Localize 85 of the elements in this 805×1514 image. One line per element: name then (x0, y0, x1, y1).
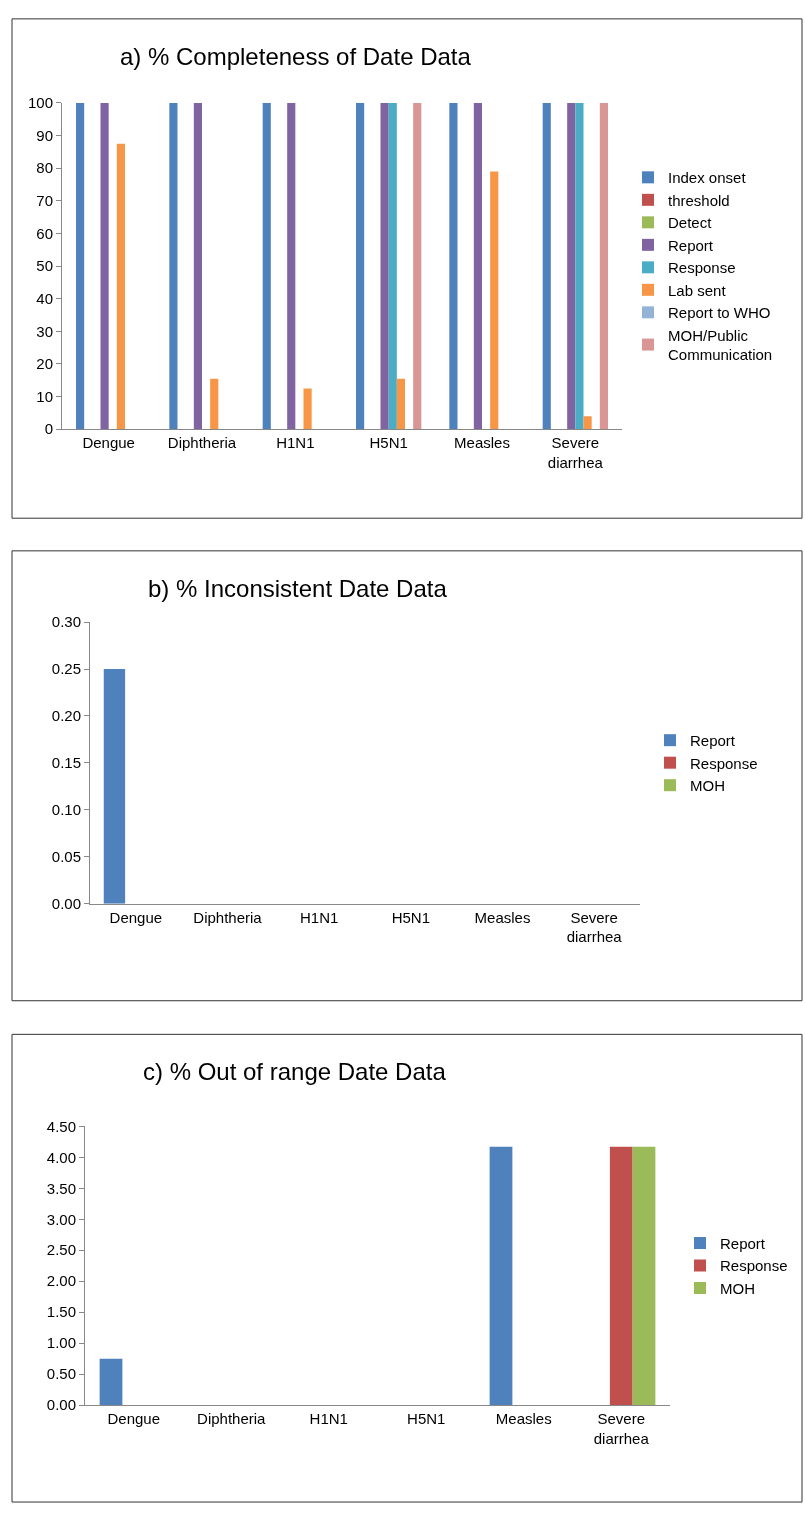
y-tick-label: 90 (36, 126, 53, 144)
y-tick-label: 80 (36, 159, 53, 177)
legend-label: MOH/Public Communication (668, 326, 773, 364)
y-tick-label: 0 (44, 420, 53, 438)
bar (169, 102, 178, 430)
x-tick-label: Dengue (82, 434, 135, 452)
bar (287, 102, 296, 430)
bar (413, 102, 422, 430)
y-tick-label: 40 (36, 289, 53, 307)
y-tick-label: 4.50 (46, 1117, 76, 1135)
bar (388, 102, 397, 430)
x-tick-label: H5N1 (369, 434, 408, 452)
x-tick-label: Diphtheria (197, 1410, 267, 1428)
bar (210, 378, 219, 430)
y-tick-label: 20 (36, 355, 53, 373)
legend-label: Report (720, 1234, 766, 1252)
y-tick-label: 50 (36, 257, 53, 275)
chart-title: a) % Completeness of Date Data (120, 43, 472, 70)
y-tick-label: 0.25 (51, 660, 81, 678)
legend-label: Report (668, 236, 714, 254)
y-tick-label: 0.10 (51, 801, 81, 819)
bar (567, 102, 576, 430)
bar (193, 102, 202, 430)
bar (262, 102, 271, 430)
bar (76, 102, 85, 430)
x-tick-label: Dengue (109, 908, 163, 926)
bar (575, 102, 584, 430)
y-tick-label: 0.00 (46, 1396, 76, 1414)
legend-label: Response (668, 259, 736, 277)
x-tick-label: Severe diarrhea (566, 908, 623, 946)
x-tick-label: Severe diarrhea (593, 1410, 650, 1447)
y-tick-label: 0.50 (46, 1365, 76, 1383)
x-tick-label: Measles (474, 908, 531, 926)
legend-label: threshold (668, 191, 730, 209)
chart-title: c) % Out of range Date Data (143, 1058, 447, 1085)
chart-title: b) % Inconsistent Date Data (148, 575, 448, 602)
y-tick-label: 100 (27, 94, 53, 112)
x-tick-label: Severe diarrhea (547, 434, 604, 471)
x-tick-label: H1N1 (276, 434, 315, 452)
y-tick-label: 0.15 (51, 754, 81, 772)
legend-label: Response (690, 754, 758, 772)
x-tick-label: H5N1 (391, 908, 431, 926)
x-tick-label: H1N1 (299, 908, 339, 926)
y-tick-label: 2.00 (46, 1272, 76, 1290)
legend-label: Response (720, 1257, 788, 1275)
y-tick-label: 0.05 (51, 848, 81, 866)
bar (380, 102, 389, 430)
x-tick-label: H1N1 (309, 1410, 348, 1428)
bar (116, 143, 125, 430)
y-tick-label: 2.50 (46, 1241, 76, 1259)
y-tick-label: 0.30 (51, 613, 81, 631)
y-tick-label: 1.00 (46, 1334, 76, 1352)
x-tick-label: Dengue (107, 1410, 161, 1428)
y-tick-label: 3.00 (46, 1210, 76, 1228)
y-tick-label: 70 (36, 192, 53, 210)
y-tick-label: 10 (36, 387, 53, 405)
x-tick-label: H5N1 (407, 1410, 446, 1428)
legend-label: Lab sent (668, 281, 727, 299)
bar (100, 102, 109, 430)
bar (490, 171, 499, 430)
y-tick-label: 30 (36, 322, 53, 340)
legend-label: Report to WHO (668, 304, 771, 322)
y-tick-label: 1.50 (46, 1303, 76, 1321)
y-tick-label: 0.20 (51, 707, 81, 725)
bar (599, 102, 608, 430)
bar (449, 102, 458, 430)
y-tick-label: 4.00 (46, 1148, 76, 1166)
x-tick-label: Diphtheria (167, 434, 237, 452)
bar (303, 388, 312, 430)
bar (396, 378, 405, 430)
y-tick-label: 60 (36, 224, 53, 242)
x-tick-label: Measles (454, 434, 510, 452)
bar (583, 416, 592, 430)
x-tick-label: Measles (495, 1410, 552, 1428)
legend-label: MOH (690, 777, 725, 795)
legend-label: MOH (720, 1279, 755, 1297)
y-tick-label: 3.50 (46, 1179, 76, 1197)
legend-label: Detect (668, 214, 713, 232)
bar (542, 102, 551, 430)
bar (356, 102, 365, 430)
legend-label: Report (690, 732, 736, 750)
legend-label: Index onset (668, 169, 747, 187)
x-tick-label: Diphtheria (193, 908, 263, 926)
y-tick-label: 0.00 (51, 895, 81, 913)
bar (473, 102, 482, 430)
